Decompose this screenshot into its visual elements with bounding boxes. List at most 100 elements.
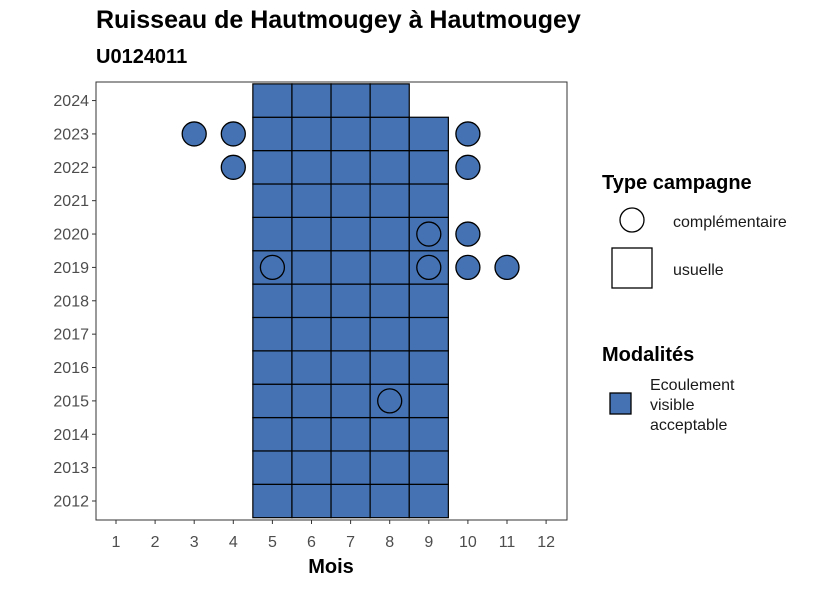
tile-9-2015 <box>408 383 449 419</box>
point-11-2019 <box>494 254 520 281</box>
y-tick-label: 2021 <box>53 193 89 210</box>
tile-8-2021 <box>369 183 410 218</box>
tile-7-2022 <box>330 150 371 185</box>
y-tick-label: 2022 <box>53 160 89 177</box>
tile-7-2019 <box>330 250 371 285</box>
tile-8-2014 <box>369 416 410 452</box>
legend-label-modalite: acceptable <box>650 417 727 434</box>
x-axis-label: Mois <box>308 556 354 578</box>
legend-title-modalites: Modalités <box>602 344 694 366</box>
point-5-2019 <box>259 254 286 281</box>
tile-8-2018 <box>369 283 410 319</box>
x-tick-label: 6 <box>307 534 316 551</box>
tile-9-2018 <box>408 283 449 319</box>
tile-6-2012 <box>291 483 332 519</box>
y-tick-label: 2020 <box>53 227 89 244</box>
tile-7-2013 <box>330 450 371 485</box>
point-8-2015 <box>377 388 403 414</box>
tile-9-2017 <box>408 316 449 352</box>
tile-5-2023 <box>252 116 293 152</box>
y-tick-label: 2014 <box>53 427 89 444</box>
tile-9-2022 <box>408 150 449 185</box>
tile-5-2022 <box>252 150 293 185</box>
legend-title-type-campagne: Type campagne <box>602 172 752 194</box>
tile-5-2017 <box>252 316 293 352</box>
y-tick-label: 2019 <box>53 260 89 277</box>
point-9-2020 <box>416 221 442 247</box>
tile-9-2023 <box>408 116 449 152</box>
tile-7-2020 <box>330 216 371 252</box>
tile-5-2013 <box>252 450 293 485</box>
tile-6-2024 <box>291 83 332 118</box>
tile-5-2016 <box>252 350 293 385</box>
tile-6-2020 <box>291 216 332 252</box>
tile-7-2014 <box>330 416 371 452</box>
tile-7-2023 <box>330 116 371 152</box>
tile-8-2017 <box>369 316 410 352</box>
tile-6-2016 <box>291 350 332 385</box>
x-tick-label: 8 <box>385 534 394 551</box>
x-tick-label: 4 <box>229 534 238 551</box>
point-10-2023 <box>455 121 481 147</box>
y-tick-label: 2013 <box>53 460 89 477</box>
y-tick-label: 2017 <box>53 327 89 344</box>
tile-7-2016 <box>330 350 371 385</box>
point-4-2022 <box>220 154 246 180</box>
legend-label-modalite: visible <box>650 397 695 414</box>
tile-7-2024 <box>330 83 371 118</box>
tile-8-2019 <box>369 250 410 285</box>
tile-8-2022 <box>369 150 410 185</box>
tile-7-2017 <box>330 316 371 352</box>
y-tick-label: 2018 <box>53 293 89 310</box>
x-tick-label: 1 <box>112 534 121 551</box>
y-tick-label: 2012 <box>53 494 89 511</box>
tile-5-2015 <box>252 383 293 419</box>
tile-9-2013 <box>408 450 449 485</box>
point-9-2019 <box>416 254 442 281</box>
tile-8-2012 <box>369 483 410 519</box>
tile-7-2012 <box>330 483 371 519</box>
tile-8-2013 <box>369 450 410 485</box>
legend-label-usuelle: usuelle <box>673 262 724 279</box>
tile-5-2014 <box>252 416 293 452</box>
x-tick-label: 10 <box>459 534 477 551</box>
tile-9-2012 <box>408 483 449 519</box>
tile-7-2021 <box>330 183 371 218</box>
tile-5-2020 <box>252 216 293 252</box>
tile-5-2021 <box>252 183 293 218</box>
legend-key-fill <box>609 392 632 415</box>
tile-5-2018 <box>252 283 293 319</box>
tile-8-2024 <box>369 83 410 118</box>
tile-6-2018 <box>291 283 332 319</box>
tile-9-2016 <box>408 350 449 385</box>
legend-key-circle <box>619 207 645 233</box>
chart-title: Ruisseau de Hautmougey à Hautmougey <box>96 6 581 34</box>
point-3-2023 <box>181 121 207 147</box>
tile-8-2016 <box>369 350 410 385</box>
legend-key-square <box>611 247 653 289</box>
chart-subtitle: U0124011 <box>96 46 188 68</box>
y-tick-label: 2023 <box>53 126 89 143</box>
y-tick-label: 2016 <box>53 360 89 377</box>
point-10-2019 <box>455 254 481 281</box>
tile-9-2020 <box>408 216 449 252</box>
legend-label-modalite: Ecoulement <box>650 377 735 394</box>
tile-6-2014 <box>291 416 332 452</box>
tile-7-2018 <box>330 283 371 319</box>
x-tick-label: 2 <box>151 534 160 551</box>
tile-8-2020 <box>369 216 410 252</box>
x-tick-label: 9 <box>424 534 433 551</box>
y-tick-label: 2015 <box>53 393 89 410</box>
tile-5-2012 <box>252 483 293 519</box>
tile-8-2023 <box>369 116 410 152</box>
x-tick-label: 7 <box>346 534 355 551</box>
tile-9-2021 <box>408 183 449 218</box>
x-tick-label: 11 <box>499 534 516 551</box>
y-tick-label: 2024 <box>53 93 89 110</box>
tile-7-2015 <box>330 383 371 419</box>
tile-8-2015 <box>369 383 410 419</box>
legend-label-complementaire: complémentaire <box>673 214 787 231</box>
x-tick-label: 3 <box>190 534 199 551</box>
tile-6-2021 <box>291 183 332 218</box>
